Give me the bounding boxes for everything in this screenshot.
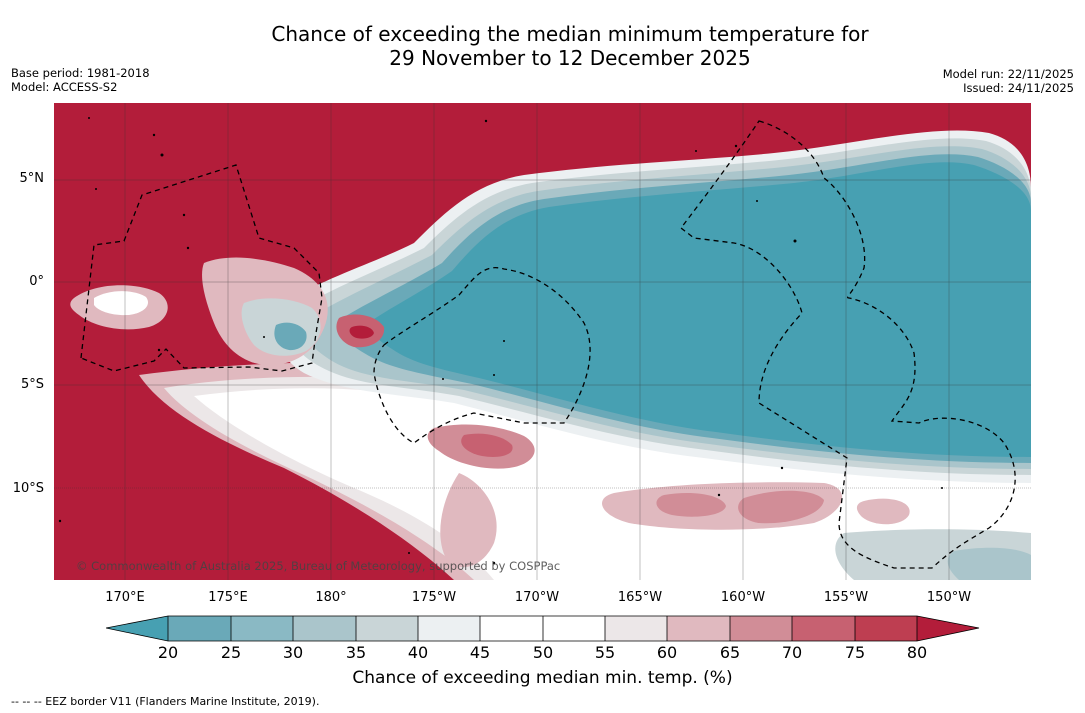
colorbar-tick-20: 20 [157, 643, 179, 662]
eez-footnote: -- -- -- EEZ border V11 (Flanders Marine… [11, 695, 320, 708]
colorbar-tick-60: 60 [656, 643, 678, 662]
red-spot-core [349, 325, 374, 339]
lon-label-175e: 175°E [208, 590, 248, 605]
colorbar-tick-45: 45 [469, 643, 491, 662]
map-panel [54, 103, 1031, 580]
colorbar-bin-40-45 [418, 616, 480, 641]
meta-left: Base period: 1981-2018 Model: ACCESS-S2 [11, 66, 150, 94]
lon-label-180: 180° [315, 590, 347, 605]
lon-label-155w: 155°W [823, 590, 869, 605]
colorbar-tick-35: 35 [345, 643, 367, 662]
teal-region-below-20 [370, 162, 1031, 457]
lon-label-170w: 170°W [514, 590, 560, 605]
colorbar-tick-40: 40 [407, 643, 429, 662]
model-run-text: Model run: 22/11/2025 [942, 67, 1074, 81]
colorbar-tick-50: 50 [532, 643, 554, 662]
title-line-2: 29 November to 12 December 2025 [389, 46, 751, 70]
chart-title: Chance of exceeding the median minimum t… [0, 22, 1085, 70]
colorbar [105, 615, 980, 647]
lon-label-150w: 150°W [926, 590, 972, 605]
lat-label-0: 0° [29, 274, 44, 289]
base-period-text: Base period: 1981-2018 [11, 66, 150, 80]
title-line-1: Chance of exceeding the median minimum t… [271, 22, 869, 46]
colorbar-bin-75-80 [855, 616, 917, 641]
model-text: Model: ACCESS-S2 [11, 80, 118, 94]
colorbar-bin-35-40 [356, 616, 418, 641]
eez-borders [80, 120, 1016, 569]
colorbar-separators [105, 615, 980, 642]
colorbar-tick-25: 25 [220, 643, 242, 662]
white-island-west [94, 291, 149, 316]
lat-label-10s: 10°S [12, 481, 44, 496]
western-teal-spot [274, 322, 307, 351]
colorbar-bin-30-35 [293, 616, 356, 641]
lat-label-5n: 5°N [19, 171, 45, 186]
colorbar-tick-55: 55 [594, 643, 616, 662]
graticule [54, 103, 1031, 580]
colorbar-bin-60-65 [667, 616, 730, 641]
issued-text: Issued: 24/11/2025 [963, 81, 1074, 95]
pink-patch-southeast-inner [738, 490, 824, 524]
lon-label-170e: 170°E [105, 590, 145, 605]
pink-patch-southwest-inner [461, 433, 513, 457]
colorbar-bin-25-30 [231, 616, 293, 641]
meta-right: Model run: 22/11/2025 Issued: 24/11/2025 [943, 67, 1074, 95]
colorbar-bin-65-70 [730, 616, 792, 641]
colorbar-tick-80: 80 [906, 643, 928, 662]
colorbar-svg [105, 615, 980, 642]
pink-band-lower [440, 473, 497, 568]
lon-label-175w: 175°W [411, 590, 457, 605]
colorbar-bin-55-60 [605, 616, 667, 641]
colorbar-tick-70: 70 [781, 643, 803, 662]
colorbar-tick-65: 65 [719, 643, 741, 662]
colorbar-above-80-arrow [917, 616, 979, 641]
lat-label-5s: 5°S [20, 377, 44, 392]
colorbar-below-20-arrow [106, 616, 168, 641]
island-dots [58, 117, 943, 565]
grey-patch-southeast-darker [947, 547, 1031, 580]
pink-patch-south-center-inner [656, 493, 726, 517]
pink-patch-far-southeast [856, 498, 910, 525]
lon-label-165w: 165°W [617, 590, 663, 605]
colorbar-bin-70-75 [792, 616, 855, 641]
colorbar-label: Chance of exceeding median min. temp. (%… [352, 668, 733, 688]
colorbar-tick-30: 30 [282, 643, 304, 662]
probability-map [54, 103, 1031, 580]
colorbar-bin-45-55 [480, 616, 605, 641]
colorbar-bin-20-25 [168, 616, 231, 641]
lon-label-160w: 160°W [720, 590, 766, 605]
copyright-text: © Commonwealth of Australia 2025, Bureau… [76, 559, 561, 573]
colorbar-tick-75: 75 [844, 643, 866, 662]
